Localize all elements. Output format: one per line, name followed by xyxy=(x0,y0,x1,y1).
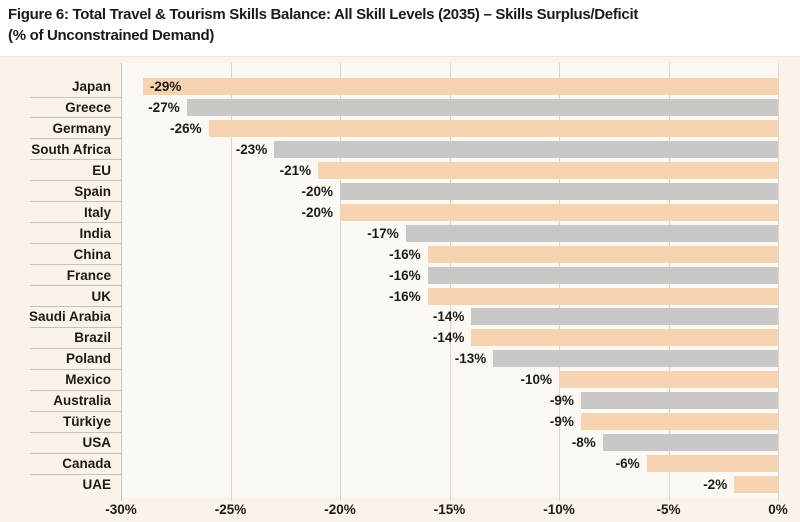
country-label: UK xyxy=(91,288,112,304)
country-label: Canada xyxy=(62,456,111,472)
x-axis-tick-label: -15% xyxy=(433,502,466,517)
row-separator xyxy=(30,347,121,349)
country-label: Japan xyxy=(71,79,111,94)
bar xyxy=(427,245,778,263)
row-separator xyxy=(30,368,121,370)
bar xyxy=(734,476,778,494)
value-label: -14% xyxy=(432,330,465,346)
bar xyxy=(493,350,778,368)
value-label: -10% xyxy=(520,372,552,388)
row-separator xyxy=(30,452,121,454)
country-label: EU xyxy=(92,162,111,178)
bar xyxy=(602,434,778,452)
gridline xyxy=(340,63,341,501)
country-label: Spain xyxy=(74,183,111,199)
bar xyxy=(142,78,778,95)
value-label: -14% xyxy=(432,309,465,325)
value-label: -16% xyxy=(389,288,421,304)
bar xyxy=(559,371,778,389)
bar xyxy=(646,455,778,473)
x-axis-tick-label: -10% xyxy=(543,502,575,517)
row-separator xyxy=(30,201,121,203)
row-separator xyxy=(30,431,121,433)
country-label: China xyxy=(73,246,111,262)
value-label: -16% xyxy=(389,267,421,283)
gridline xyxy=(778,63,779,501)
bar xyxy=(427,287,778,305)
chart-panel: -29% -27% -26% -23% -21% -20% -20% -17% -16% -16%… xyxy=(0,56,800,522)
bar xyxy=(580,392,778,410)
row-separator xyxy=(30,305,121,307)
country-label: France xyxy=(66,267,111,283)
bar xyxy=(208,119,778,137)
country-label: Poland xyxy=(65,351,111,367)
country-label: Mexico xyxy=(65,372,111,388)
row-separator xyxy=(30,326,121,328)
row-separator xyxy=(30,96,121,98)
value-label: -20% xyxy=(301,204,333,220)
bar xyxy=(471,329,778,347)
country-label: Saudi Arabia xyxy=(28,309,111,325)
value-label: -16% xyxy=(389,246,421,262)
value-label: -27% xyxy=(148,100,180,115)
country-label: USA xyxy=(82,435,111,451)
value-label: -9% xyxy=(549,414,574,430)
value-label: -21% xyxy=(279,162,312,178)
country-label: Germany xyxy=(52,120,111,136)
value-label: -26% xyxy=(170,120,202,136)
row-separator xyxy=(30,159,121,161)
x-axis-tick-label: -25% xyxy=(214,502,247,517)
gridline xyxy=(230,63,232,501)
value-label: -9% xyxy=(549,393,574,409)
bar xyxy=(186,99,778,116)
value-label: -29% xyxy=(149,79,182,94)
row-separator xyxy=(30,180,121,182)
country-label: Greece xyxy=(65,100,111,115)
row-separator xyxy=(30,285,121,286)
figure-title-line-1: Figure 6: Total Travel & Tourism Skills … xyxy=(8,6,639,23)
value-label: -17% xyxy=(367,225,399,241)
bar xyxy=(580,413,778,431)
row-separator xyxy=(30,222,121,224)
x-axis-tick-label: -30% xyxy=(105,502,137,517)
row-separator xyxy=(30,473,121,475)
row-separator xyxy=(30,138,121,140)
row-separator xyxy=(30,243,121,245)
row-separator xyxy=(30,389,121,391)
country-label: India xyxy=(79,225,111,241)
country-label: South Africa xyxy=(31,141,111,157)
bar xyxy=(340,182,778,200)
value-label: -8% xyxy=(571,435,596,451)
value-label: -2% xyxy=(703,477,728,493)
country-label: UAE xyxy=(82,477,111,493)
x-axis-tick-label: -20% xyxy=(324,502,356,517)
x-axis-tick-label: 0% xyxy=(768,502,788,517)
value-label: -6% xyxy=(615,456,640,472)
gridline xyxy=(121,63,122,501)
value-label: -20% xyxy=(301,183,333,199)
row-separator xyxy=(30,410,121,412)
bar xyxy=(405,224,778,242)
value-label: -23% xyxy=(235,141,268,157)
bar xyxy=(427,266,778,284)
country-label: Italy xyxy=(83,204,111,220)
country-label: Türkiye xyxy=(62,414,111,430)
bar xyxy=(318,161,778,179)
country-label: Brazil xyxy=(74,330,111,346)
bar xyxy=(471,308,778,326)
bar xyxy=(274,140,778,158)
value-label: -13% xyxy=(454,351,487,367)
x-axis-tick-label: -5% xyxy=(656,502,681,517)
row-separator xyxy=(30,264,121,265)
bar xyxy=(340,203,778,221)
country-label: Australia xyxy=(53,393,111,409)
row-separator xyxy=(30,117,121,119)
figure-title-line-2: (% of Unconstrained Demand) xyxy=(8,27,215,44)
figure-title: Figure 6: Total Travel & Tourism Skills … xyxy=(8,4,796,46)
